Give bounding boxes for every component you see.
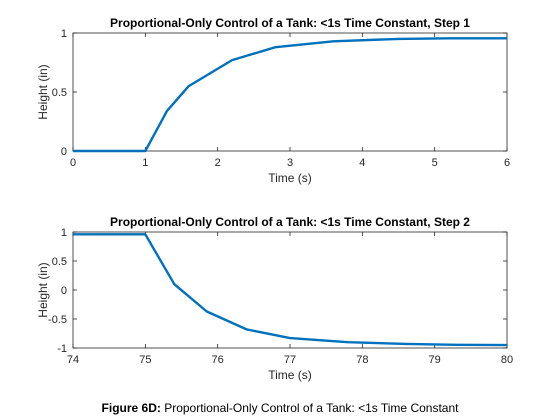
y-axis-label: Height (in) bbox=[36, 262, 50, 317]
x-tick-label: 78 bbox=[356, 354, 368, 366]
figure: 0 1 2 3 4 5 6 0 0.5 1 Proportional-Only Control of… bbox=[36, 16, 513, 382]
x-tick-label: 3 bbox=[287, 157, 293, 169]
x-tick-label: 79 bbox=[429, 354, 441, 366]
y-tick-label: -0.5 bbox=[48, 314, 67, 326]
x-axis-label: Time (s) bbox=[268, 171, 312, 185]
y-tick-label: 1 bbox=[61, 28, 67, 40]
x-tick-label: 6 bbox=[504, 157, 510, 169]
y-tick-label: 1 bbox=[61, 227, 67, 239]
x-tick-label: 0 bbox=[70, 157, 76, 169]
x-tick-label: 1 bbox=[142, 157, 148, 169]
x-tick-label: 76 bbox=[212, 354, 224, 366]
y-tick-label: 0.5 bbox=[52, 87, 67, 99]
x-tick-label: 4 bbox=[359, 157, 365, 169]
chart-title: Proportional-Only Control of a Tank: <1s… bbox=[110, 16, 470, 30]
plot-step-2: 74 75 76 77 78 79 80 -1 -0.5 0 0.5 1 Proportional-On… bbox=[36, 215, 513, 382]
x-tick-label: 74 bbox=[67, 354, 79, 366]
caption-label: Figure 6D: bbox=[101, 401, 161, 415]
caption-text: Proportional-Only Control of a Tank: <1s… bbox=[160, 401, 459, 415]
series-line bbox=[73, 37, 507, 153]
x-axis-label: Time (s) bbox=[268, 368, 312, 382]
x-tick-label: 80 bbox=[501, 354, 513, 366]
axes-box bbox=[72, 231, 508, 349]
y-tick-label: 0 bbox=[61, 285, 67, 297]
y-tick-label: 0.5 bbox=[52, 256, 67, 268]
y-axis-label: Height (in) bbox=[36, 64, 50, 119]
x-tick-label: 75 bbox=[139, 354, 151, 366]
chart-title: Proportional-Only Control of a Tank: <1s… bbox=[110, 215, 470, 229]
figure-caption: Figure 6D: Proportional-Only Control of … bbox=[0, 401, 560, 415]
series-line bbox=[73, 233, 508, 347]
y-tick-label: 0 bbox=[61, 146, 67, 158]
y-tick-label: -1 bbox=[57, 343, 67, 355]
x-tick-label: 2 bbox=[215, 157, 221, 169]
x-tick-label: 5 bbox=[432, 157, 438, 169]
plot-step-1: 0 1 2 3 4 5 6 0 0.5 1 Proportional-Only Control of… bbox=[36, 16, 510, 185]
axes-box bbox=[72, 32, 508, 152]
x-tick-label: 77 bbox=[284, 354, 296, 366]
